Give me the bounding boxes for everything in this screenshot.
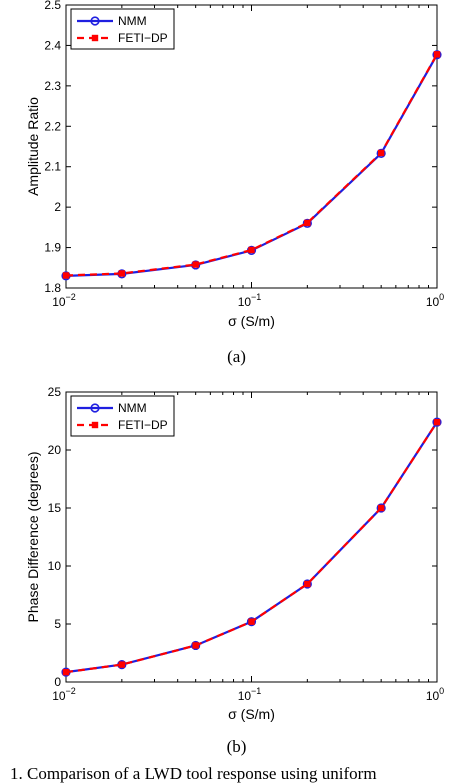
y-axis-label: Phase Difference (degrees): [25, 452, 41, 623]
data-point-feti-dp: [248, 246, 255, 254]
x-tick-base: 10: [238, 295, 252, 309]
legend-label-nmm: NMM: [118, 14, 147, 28]
data-point-nmm: [376, 148, 386, 158]
x-tick-base: 10: [52, 295, 66, 309]
y-tick-label: 5: [54, 617, 61, 631]
x-tick-exponent: −2: [66, 686, 76, 696]
y-axis-label: Amplitude Ratio: [25, 97, 41, 196]
data-point-feti-dp: [248, 618, 255, 625]
data-point-feti-dp: [377, 504, 385, 512]
data-point-nmm: [302, 579, 312, 589]
y-tick-label: 2.3: [44, 79, 61, 93]
x-tick-label: 100: [426, 686, 444, 703]
x-tick-label: 10−2: [52, 292, 76, 309]
x-tick-exponent: 0: [439, 292, 444, 302]
y-tick-label: 0: [54, 675, 61, 689]
data-point-feti-dp: [118, 661, 126, 668]
y-tick-label: 2.2: [44, 119, 61, 133]
y-tick-label: 1.9: [44, 241, 61, 255]
data-point-feti-dp: [304, 219, 311, 227]
panel-caption: (b): [227, 737, 247, 756]
panel-caption: (a): [227, 347, 246, 366]
y-tick-label: 15: [48, 501, 62, 515]
x-tick-label: 10−1: [238, 686, 262, 703]
legend-box: [70, 395, 175, 437]
data-point-nmm: [432, 417, 442, 427]
y-tick-label: 10: [48, 559, 62, 573]
y-tick-label: 20: [48, 443, 62, 457]
axes-frame: [65, 391, 438, 683]
data-point-feti-dp: [433, 418, 441, 426]
x-tick-label: 10−1: [238, 292, 262, 309]
data-point-feti-dp: [118, 270, 126, 277]
x-axis-label: σ (S/m): [228, 706, 275, 722]
data-point-feti-dp: [433, 51, 441, 58]
legend-label-feti-dp: FETI−DP: [118, 418, 168, 432]
footer-caption-text: 1. Comparison of a LWD tool response usi…: [10, 764, 377, 783]
y-tick-label: 2.5: [44, 0, 61, 12]
data-point-feti-dp: [62, 668, 70, 676]
x-tick-exponent: 0: [439, 686, 444, 696]
y-tick-label: 1.8: [44, 281, 61, 295]
legend-marker-nmm: [90, 16, 100, 26]
legend-marker-nmm: [90, 403, 100, 413]
x-tick-label: 100: [426, 292, 444, 309]
x-tick-base: 10: [426, 295, 440, 309]
data-point-feti-dp: [192, 261, 199, 268]
data-point-nmm: [191, 640, 201, 651]
x-tick-exponent: −1: [251, 686, 261, 696]
data-point-feti-dp: [304, 580, 311, 588]
x-tick-label: 10−2: [52, 686, 76, 703]
x-tick-base: 10: [52, 689, 66, 703]
legend-marker-feti-dp: [91, 421, 99, 429]
legend-label-nmm: NMM: [118, 401, 147, 415]
y-tick-label: 2.4: [44, 38, 61, 52]
x-tick-exponent: −2: [66, 292, 76, 302]
x-axis-label: σ (S/m): [228, 313, 275, 329]
data-point-nmm: [302, 218, 312, 228]
x-tick-base: 10: [426, 689, 440, 703]
y-tick-label: 2.1: [44, 160, 61, 174]
axes-frame: [65, 4, 438, 289]
y-tick-label: 2: [54, 200, 61, 214]
x-tick-exponent: −1: [251, 292, 261, 302]
data-point-feti-dp: [62, 272, 70, 279]
data-point-feti-dp: [377, 149, 385, 157]
legend-marker-feti-dp: [91, 34, 99, 42]
data-point-nmm: [376, 503, 386, 513]
data-point-nmm: [246, 617, 257, 627]
data-point-nmm: [432, 50, 442, 60]
x-tick-base: 10: [238, 689, 252, 703]
legend-box: [70, 8, 175, 50]
y-tick-label: 25: [48, 385, 62, 399]
data-point-feti-dp: [192, 642, 199, 649]
legend-label-feti-dp: FETI−DP: [118, 31, 168, 45]
